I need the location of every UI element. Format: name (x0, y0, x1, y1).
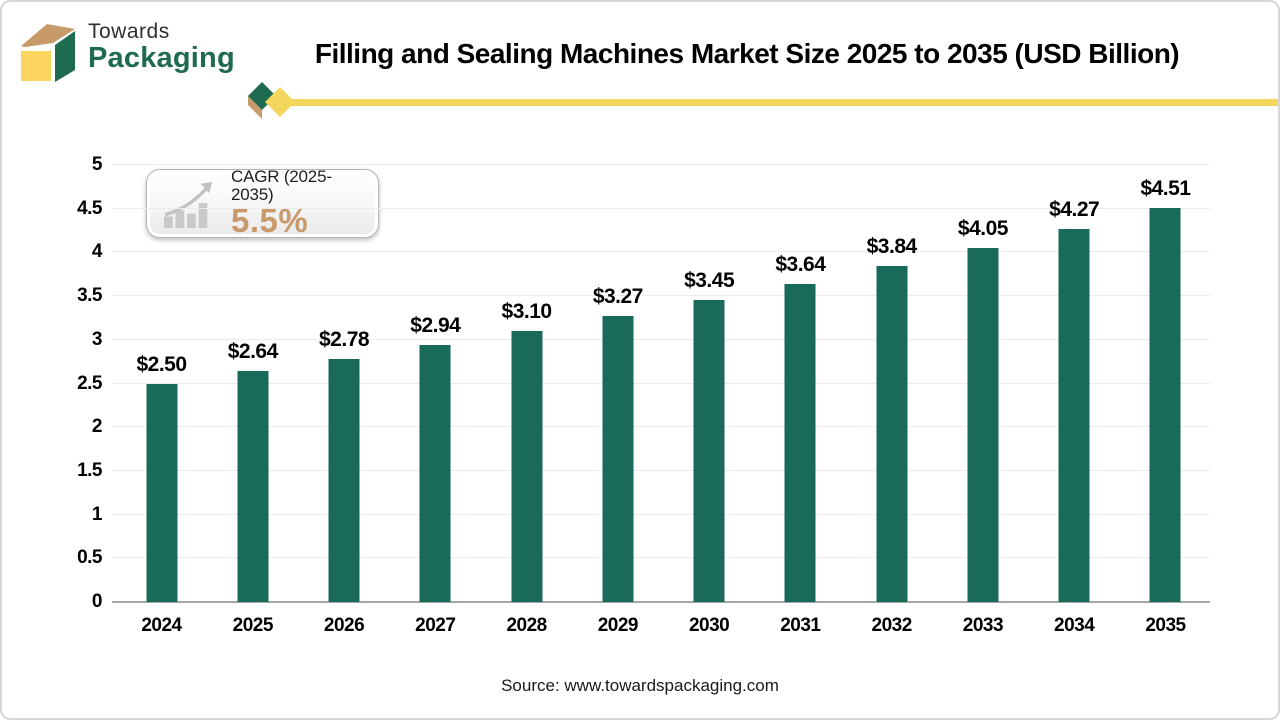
y-tick-label: 2 (91, 416, 103, 438)
bar (146, 383, 177, 602)
gridline (112, 557, 1210, 559)
y-tick-label: 3 (91, 328, 103, 350)
logo-line-packaging: Packaging (88, 41, 235, 74)
x-tick-label: 2025 (232, 615, 274, 636)
towards-packaging-logo: Towards Packaging (12, 12, 235, 82)
x-tick-label: 2027 (415, 615, 456, 636)
bar (1058, 228, 1090, 602)
bar-column: $4.27 (1024, 165, 1124, 602)
page-title: Filling and Sealing Machines Market Size… (314, 38, 1180, 69)
logo-text: Towards Packaging (88, 19, 235, 74)
bar-column: $3.84 (842, 165, 942, 602)
plot-area: $2.50 $2.64 $2.78 $2.94 $3.10 $3.27 $3.45 $3.64… (112, 164, 1210, 603)
x-axis-line (112, 601, 1210, 603)
y-tick-label: 2.5 (77, 372, 102, 394)
bar (876, 266, 908, 602)
bar-column: $3.27 (568, 165, 668, 602)
x-tick-label: 2035 (1145, 615, 1186, 636)
cagr-value: 5.5% (231, 202, 309, 240)
bar-column: $3.10 (477, 165, 577, 602)
x-tick-label: 2024 (141, 615, 182, 636)
gridline (112, 251, 1210, 253)
x-tick-label: 2028 (506, 615, 547, 636)
bar-column: $4.05 (933, 165, 1033, 602)
gridline (112, 164, 1210, 165)
x-tick-label: 2026 (323, 615, 365, 636)
bar-value-label: $2.94 (410, 314, 461, 338)
x-tick-label: 2033 (962, 615, 1004, 636)
bar-column: $3.45 (659, 165, 759, 602)
x-tick-label: 2032 (871, 615, 913, 636)
x-axis: 2024 2025 2026 2027 2028 2029 2030 2031 2032 2033… (112, 615, 1210, 645)
bar-value-label: $4.51 (1140, 176, 1191, 200)
cagr-badge: CAGR (2025-2035) 5.5% (146, 168, 379, 238)
bar (237, 371, 269, 602)
y-tick-label: 0 (91, 591, 103, 612)
bar-value-label: $4.05 (957, 217, 1009, 241)
bar (1149, 207, 1181, 602)
bar (967, 248, 999, 602)
gridline (112, 426, 1210, 428)
growth-chart-icon (164, 181, 213, 228)
x-tick-label: 2029 (597, 615, 639, 636)
bar-value-label: $3.84 (866, 235, 918, 259)
bar-column: $3.64 (750, 165, 850, 602)
bar-value-label: $2.64 (227, 340, 279, 364)
y-tick-label: 3.5 (77, 285, 102, 307)
bar-value-label: $3.45 (684, 269, 735, 293)
gridline (112, 382, 1210, 384)
bar-value-label: $4.27 (1049, 197, 1100, 221)
logo-line-towards: Towards (88, 19, 170, 43)
bar (693, 300, 725, 602)
cagr-texts: CAGR (2025-2035) 5.5% (231, 168, 368, 238)
source-note: Source: www.towardspackaging.com (501, 676, 779, 695)
gridline (112, 338, 1210, 340)
x-tick-label: 2031 (780, 615, 821, 636)
x-tick-label: 2034 (1054, 615, 1095, 636)
bar-value-label: $3.27 (592, 285, 644, 309)
y-tick-label: 4.5 (77, 197, 102, 219)
cagr-label: CAGR (2025-2035) (231, 167, 332, 205)
bar (784, 283, 816, 602)
diamond-accent-icon (248, 82, 295, 119)
gridline (112, 513, 1210, 515)
bar (419, 345, 451, 602)
y-tick-label: 5 (91, 154, 103, 175)
bar-value-label: $3.10 (501, 300, 553, 324)
gridline (112, 469, 1210, 471)
bar-value-label: $2.50 (136, 352, 187, 376)
bar-column: $2.64 (203, 165, 303, 602)
bar-column: $2.50 (112, 165, 212, 602)
bar-column: $2.94 (385, 165, 485, 602)
gridline (112, 207, 1210, 209)
y-tick-label: 0.5 (77, 547, 102, 569)
y-tick-label: 1 (91, 503, 103, 525)
bar (328, 359, 360, 602)
bar-value-label: $2.78 (319, 328, 370, 352)
logo-cube-icon (21, 24, 75, 82)
bar-column: $4.51 (1115, 165, 1215, 602)
x-tick-label: 2030 (688, 615, 730, 636)
gridline (112, 295, 1210, 297)
divider-line (288, 99, 1278, 106)
bar-value-label: $3.64 (775, 252, 826, 276)
y-tick-label: 4 (91, 241, 103, 263)
bar (511, 331, 543, 602)
y-axis: 0 0.5 1 1.5 2 2.5 3 3.5 4 4.5 5 (42, 154, 103, 612)
y-tick-label: 1.5 (77, 459, 102, 481)
bar-column: $2.78 (294, 165, 394, 602)
bar (602, 316, 634, 602)
